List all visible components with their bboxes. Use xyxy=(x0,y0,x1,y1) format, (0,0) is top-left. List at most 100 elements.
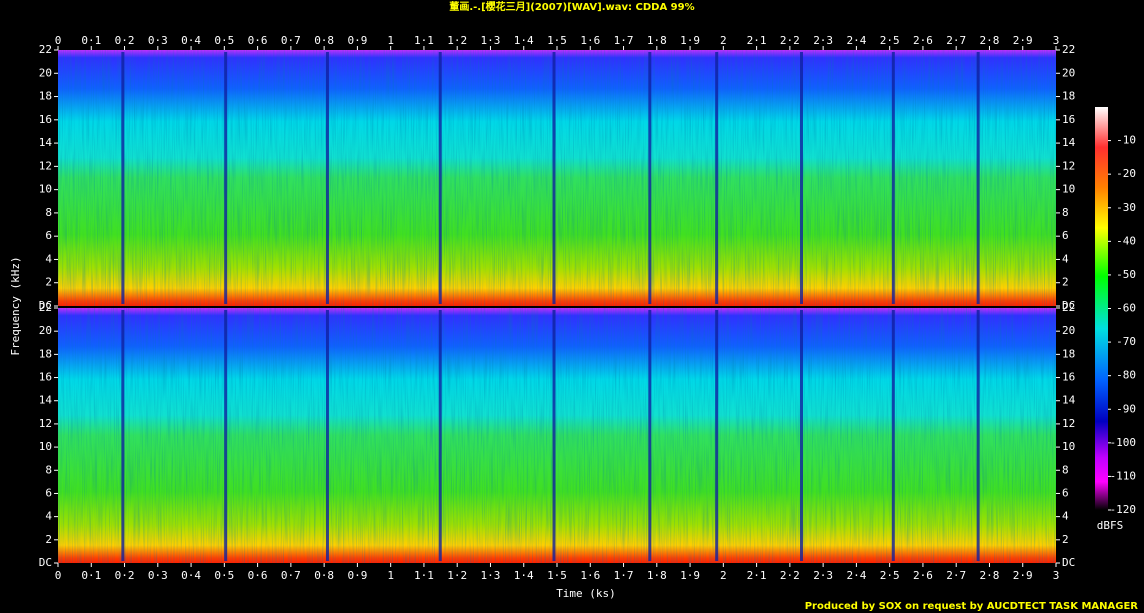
y-tick-label: 22 xyxy=(39,301,52,314)
y-tick-label: 22 xyxy=(1062,301,1075,314)
x-tick-label: 0·1 xyxy=(81,34,101,47)
track-gap xyxy=(976,310,980,561)
x-tick-label: 1·7 xyxy=(614,569,634,582)
x-tick-label: 1·8 xyxy=(647,34,667,47)
y-tick-label: 2 xyxy=(1062,276,1069,289)
x-tick-label: 0·4 xyxy=(181,569,201,582)
x-tick-label: 0·7 xyxy=(281,34,301,47)
y-tick-label: 12 xyxy=(1062,159,1075,172)
x-tick-label: 1·6 xyxy=(580,34,600,47)
track-gap xyxy=(891,310,895,561)
track-gap xyxy=(438,52,442,304)
x-tick-label: 2 xyxy=(720,569,727,582)
y-axis-label: Frequency (kHz) xyxy=(9,256,22,355)
colorbar-tick-label: -20 xyxy=(1116,167,1136,180)
x-tick-label: 2·2 xyxy=(780,34,800,47)
y-tick-label: 10 xyxy=(1062,183,1075,196)
track-gap xyxy=(715,52,719,304)
x-tick-label: 0·8 xyxy=(314,569,334,582)
colorbar-tick-label: -100 xyxy=(1110,436,1137,449)
x-tick-label: 0·9 xyxy=(347,569,367,582)
y-tick-label: 18 xyxy=(1062,347,1075,360)
x-tick-label: 1·8 xyxy=(647,569,667,582)
y-tick-label: 8 xyxy=(1062,463,1069,476)
colorbar-tick-label: -90 xyxy=(1116,402,1136,415)
track-gap xyxy=(715,310,719,561)
colorbar-tick-label: -110 xyxy=(1110,469,1137,482)
chart-title: 董画.-.[櫻花三月](2007)[WAV].wav: CDDA 99% xyxy=(449,0,694,13)
x-tick-label: 2·5 xyxy=(880,34,900,47)
x-tick-label: 1·6 xyxy=(580,569,600,582)
x-tick-label: 1·1 xyxy=(414,34,434,47)
x-tick-label: 2·1 xyxy=(747,34,767,47)
x-tick-label: 1·3 xyxy=(481,569,501,582)
y-tick-label: 16 xyxy=(1062,371,1075,384)
colorbar-tick-label: -70 xyxy=(1116,335,1136,348)
colorbar-tick-label: -50 xyxy=(1116,268,1136,281)
x-axis-label: Time (ks) xyxy=(556,587,616,600)
y-tick-label: 6 xyxy=(45,229,52,242)
y-tick-label: 6 xyxy=(1062,486,1069,499)
track-gap xyxy=(438,310,442,561)
x-tick-label: 2 xyxy=(720,34,727,47)
y-tick-label: 16 xyxy=(39,113,52,126)
x-tick-label: 2·7 xyxy=(946,569,966,582)
x-tick-label: 2·3 xyxy=(813,34,833,47)
y-tick-label: 14 xyxy=(39,394,53,407)
x-tick-label: 2·9 xyxy=(1013,34,1033,47)
y-tick-label: 8 xyxy=(1062,206,1069,219)
x-tick-label: 0·3 xyxy=(148,569,168,582)
x-tick-label: 0·6 xyxy=(248,569,268,582)
colorbar-tick-label: -80 xyxy=(1116,369,1136,382)
x-tick-label: 1·9 xyxy=(680,34,700,47)
y-tick-label: 20 xyxy=(39,66,52,79)
y-tick-label: 4 xyxy=(1062,252,1069,265)
x-tick-label: 0·2 xyxy=(115,569,135,582)
y-tick-label: 18 xyxy=(1062,90,1075,103)
x-tick-label: 1·5 xyxy=(547,569,567,582)
track-gap xyxy=(224,310,228,561)
y-tick-label: 18 xyxy=(39,90,52,103)
x-tick-label: 1·2 xyxy=(447,569,467,582)
x-tick-label: 1·4 xyxy=(514,569,534,582)
track-gap xyxy=(800,310,804,561)
x-tick-label: 0·1 xyxy=(81,569,101,582)
x-tick-label: 3 xyxy=(1053,569,1060,582)
colorbar-label: dBFS xyxy=(1097,519,1124,532)
track-gap xyxy=(648,310,652,561)
y-tick-label: 14 xyxy=(1062,394,1076,407)
colorbar-tick-label: -60 xyxy=(1116,302,1136,315)
x-tick-label: 0·2 xyxy=(115,34,135,47)
y-tick-label: 2 xyxy=(45,533,52,546)
y-tick-label: DC xyxy=(1062,299,1075,312)
y-tick-label: 20 xyxy=(1062,324,1075,337)
y-tick-label: 6 xyxy=(1062,229,1069,242)
y-tick-label: 16 xyxy=(39,371,52,384)
x-tick-label: 0·3 xyxy=(148,34,168,47)
colorbar-tick-label: -40 xyxy=(1116,234,1136,247)
y-tick-label: 8 xyxy=(45,463,52,476)
track-gap xyxy=(325,310,329,561)
y-tick-label: 14 xyxy=(39,136,53,149)
y-tick-label: 4 xyxy=(45,252,52,265)
x-tick-label: 0·4 xyxy=(181,34,201,47)
y-tick-label: DC xyxy=(39,556,52,569)
y-tick-label: 20 xyxy=(1062,66,1075,79)
spectrogram-texture xyxy=(58,50,1056,306)
y-tick-label: 22 xyxy=(39,43,52,56)
y-tick-label: 6 xyxy=(45,486,52,499)
y-tick-label: 8 xyxy=(45,206,52,219)
track-gap xyxy=(800,52,804,304)
x-tick-label: 2·4 xyxy=(846,34,866,47)
y-tick-label: 18 xyxy=(39,347,52,360)
x-tick-label: 2·2 xyxy=(780,569,800,582)
x-tick-label: 2·8 xyxy=(980,34,1000,47)
track-gap xyxy=(121,310,125,561)
track-gap xyxy=(552,52,556,304)
x-tick-label: 1 xyxy=(387,34,394,47)
y-tick-label: 14 xyxy=(1062,136,1076,149)
x-tick-label: 0·6 xyxy=(248,34,268,47)
y-tick-label: 2 xyxy=(45,276,52,289)
x-tick-label: 0·7 xyxy=(281,569,301,582)
